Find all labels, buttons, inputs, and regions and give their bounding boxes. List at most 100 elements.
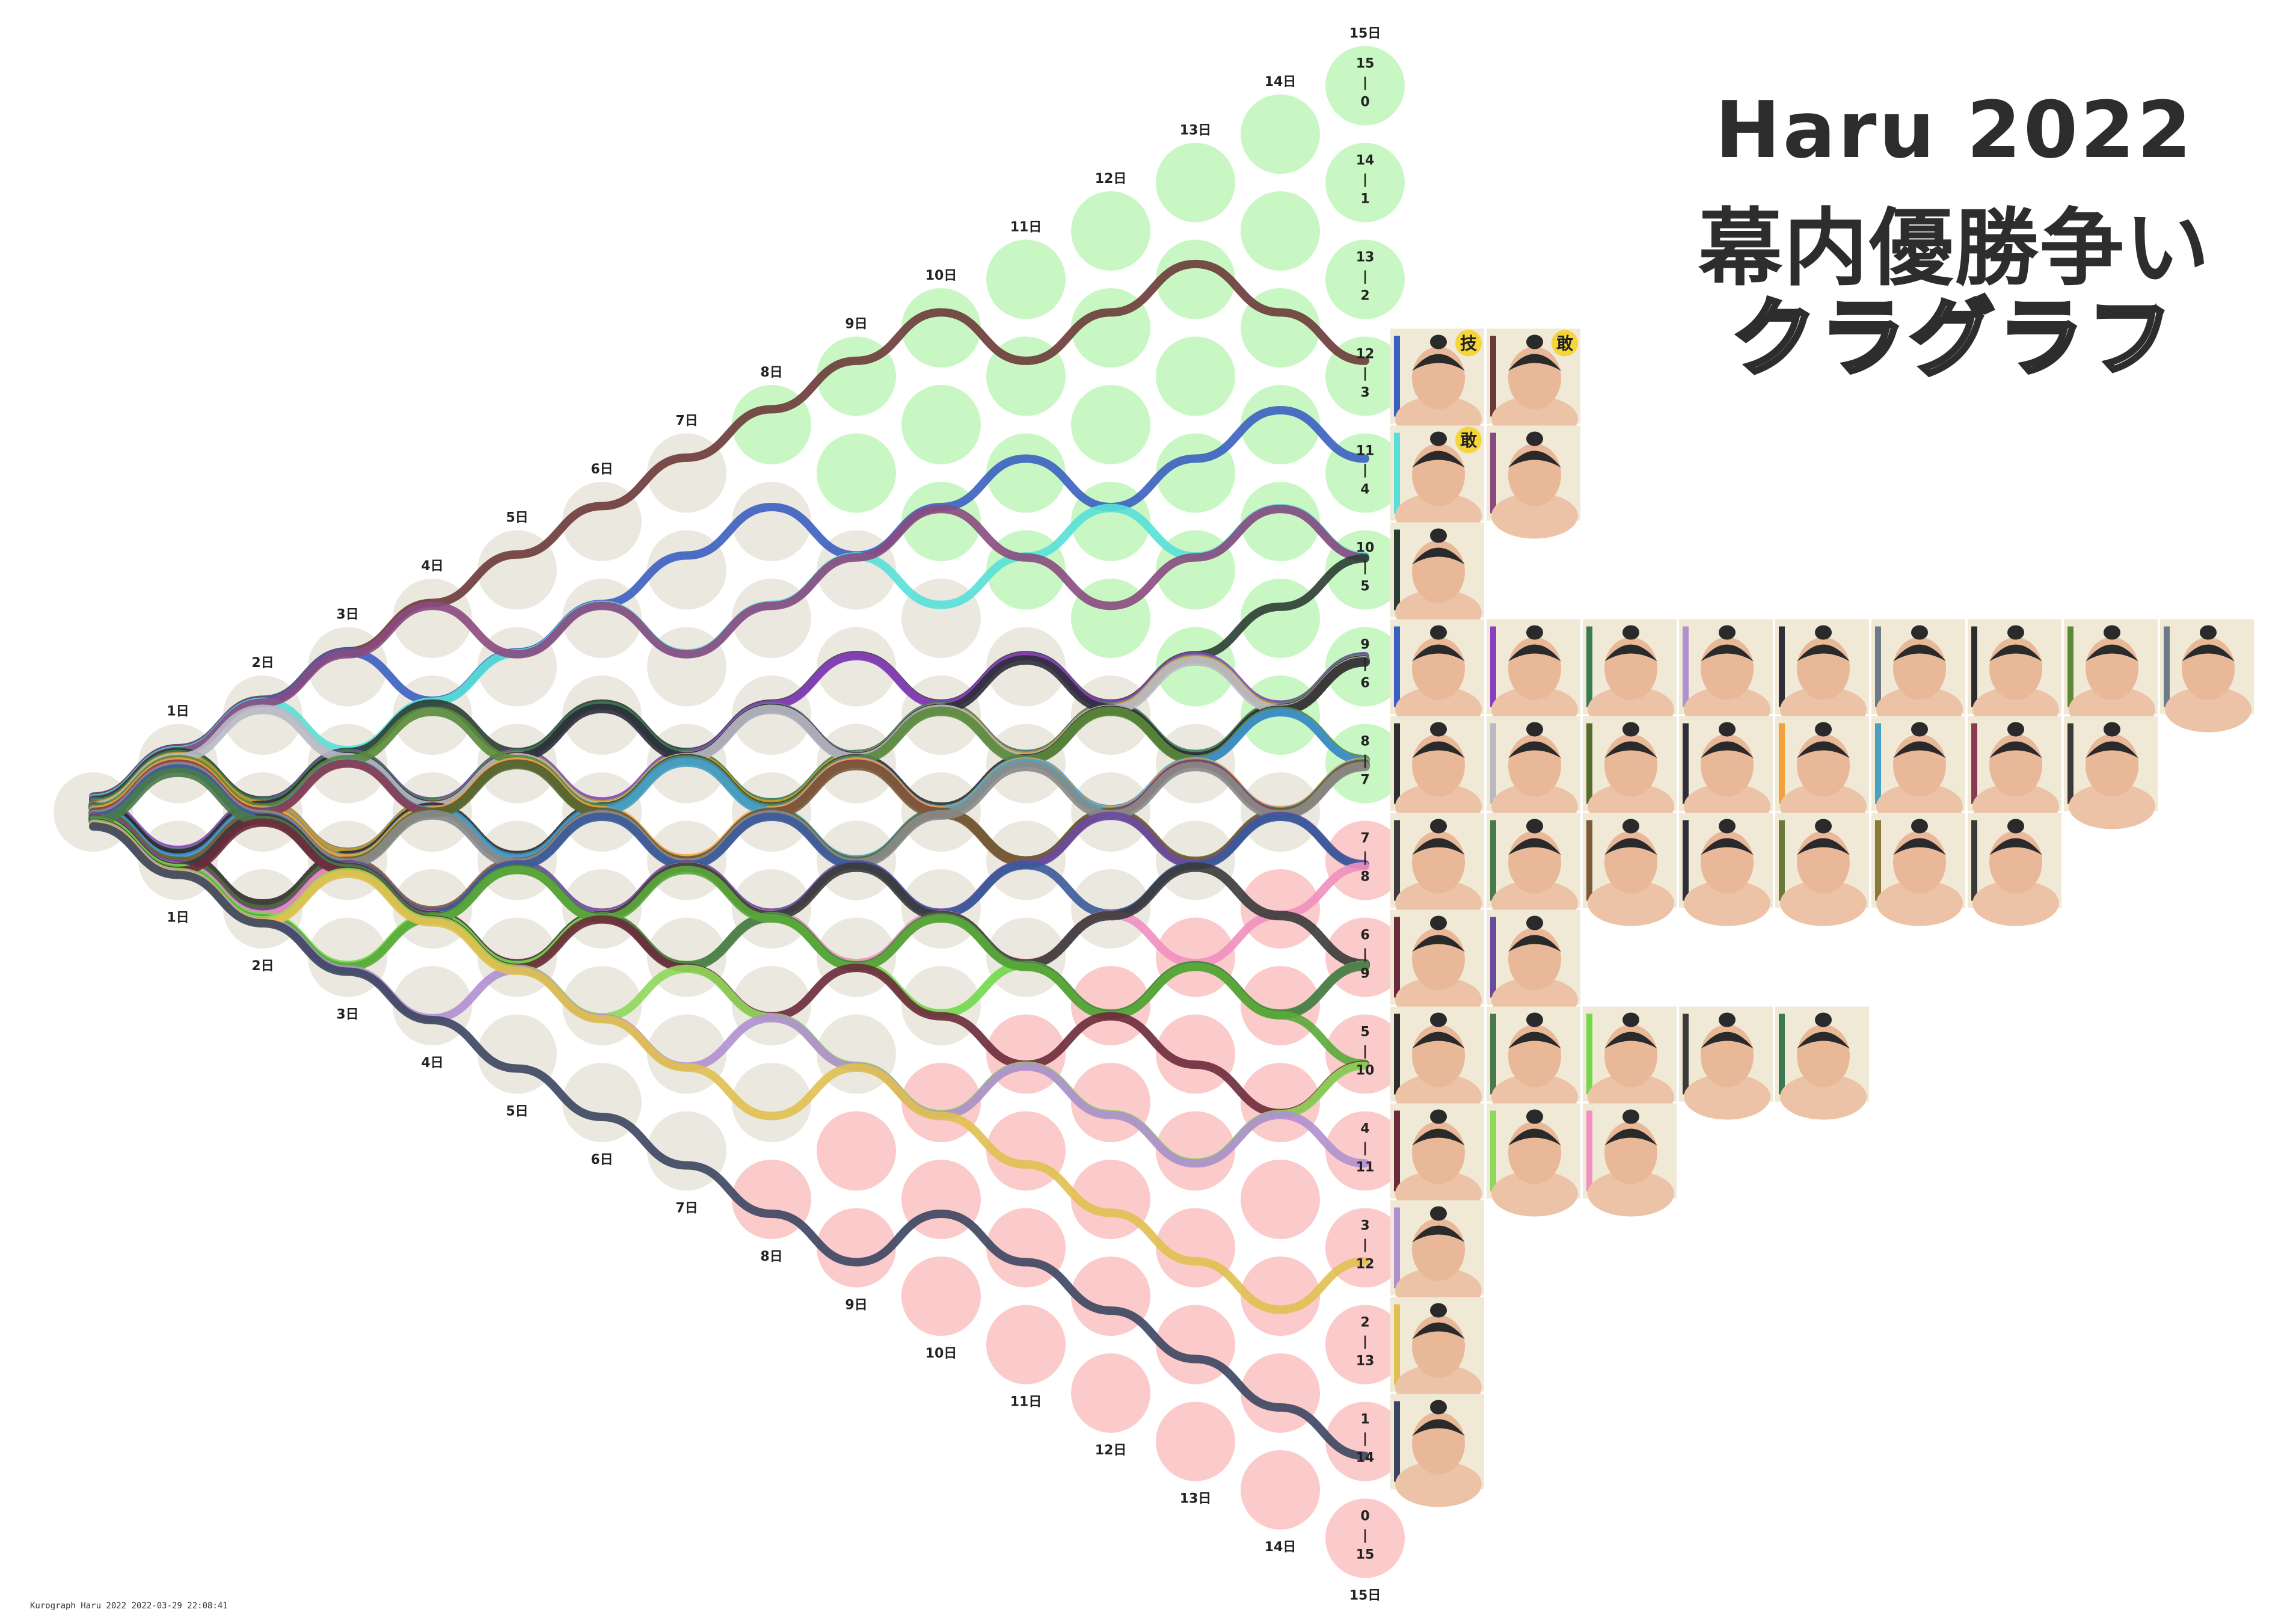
portrait-stripe bbox=[1394, 1013, 1400, 1095]
rikishi-portrait bbox=[1487, 716, 1580, 829]
portrait-stripe bbox=[1586, 820, 1592, 901]
rikishi-path bbox=[89, 821, 1369, 1314]
rikishi-portrait bbox=[1390, 1394, 1484, 1507]
rikishi-portrait bbox=[1583, 813, 1677, 926]
final-record-label: 9 bbox=[1360, 638, 1369, 653]
portrait-hair bbox=[1412, 644, 1465, 662]
final-record-label: 10 bbox=[1356, 1063, 1375, 1078]
rikishi-portrait bbox=[1679, 619, 1773, 733]
day-labels: 1日 1日 2日 2日 3日 3日 4日 4日 5日 5日 6日 6日 7日 7日 8日 8日 9日 9日 10日 1… bbox=[167, 26, 1381, 1604]
final-record-label: | bbox=[1363, 947, 1367, 962]
record-circle bbox=[1156, 1401, 1235, 1481]
rikishi-portrait bbox=[1487, 1006, 1580, 1120]
record-circle bbox=[986, 1305, 1066, 1385]
portrait-hair bbox=[1508, 1128, 1561, 1146]
portrait-shoulders bbox=[1972, 880, 2059, 926]
portrait-stripe bbox=[1394, 626, 1400, 707]
title-line-3: クラグラフ bbox=[1730, 288, 2177, 390]
record-circle bbox=[817, 917, 896, 997]
final-record-label: 14 bbox=[1356, 153, 1375, 168]
rikishi-portrait bbox=[1390, 1297, 1484, 1410]
final-record-label: 13 bbox=[1356, 1354, 1375, 1369]
rikishi-portrait bbox=[1487, 813, 1580, 926]
portrait-topknot bbox=[1430, 1012, 1447, 1027]
portrait-hair bbox=[1604, 1128, 1657, 1146]
portrait-hair bbox=[1989, 644, 2042, 662]
record-circle bbox=[1241, 869, 1320, 949]
final-record-label: 6 bbox=[1360, 676, 1369, 691]
final-record-label: 12 bbox=[1356, 347, 1375, 362]
day-label-top: 13日 bbox=[1180, 123, 1212, 138]
title-line-2: 幕内優勝争い bbox=[1698, 200, 2211, 298]
rikishi-portrait bbox=[1390, 909, 1484, 1023]
portrait-shoulders bbox=[1588, 1170, 1674, 1217]
record-circle bbox=[986, 433, 1066, 513]
record-circle bbox=[986, 917, 1066, 997]
final-record-label: 8 bbox=[1360, 870, 1369, 885]
rikishi-portrait bbox=[1679, 1006, 1773, 1120]
portrait-hair bbox=[1508, 644, 1561, 662]
rikishi-portrait bbox=[1583, 619, 1677, 733]
final-record-label: 3 bbox=[1360, 1219, 1369, 1234]
final-record-label: 11 bbox=[1356, 1160, 1375, 1175]
record-circle bbox=[1241, 966, 1320, 1045]
portrait-topknot bbox=[1719, 819, 1736, 834]
day-label-top: 8日 bbox=[760, 365, 782, 380]
portrait-hair bbox=[1989, 838, 2042, 855]
portrait-hair bbox=[1893, 644, 1946, 662]
portrait-grid: 技敢敢 bbox=[1390, 328, 2254, 1507]
portrait-stripe bbox=[1490, 432, 1496, 514]
final-record-label: | bbox=[1363, 1432, 1367, 1447]
portrait-hair bbox=[1701, 741, 1754, 758]
portrait-stripe bbox=[2164, 626, 2170, 707]
day-label-bottom: 12日 bbox=[1095, 1443, 1127, 1458]
portrait-stripe bbox=[1490, 1013, 1496, 1095]
final-record-label: | bbox=[1363, 754, 1367, 769]
record-circle bbox=[1241, 1450, 1320, 1530]
portrait-hair bbox=[1508, 354, 1561, 371]
portrait-topknot bbox=[1430, 722, 1447, 737]
final-record-label: 5 bbox=[1360, 1025, 1369, 1040]
portrait-stripe bbox=[1971, 626, 1977, 707]
final-record-label: | bbox=[1363, 1141, 1367, 1156]
portrait-hair bbox=[1604, 1032, 1657, 1049]
rikishi-portrait bbox=[1487, 1103, 1580, 1217]
portrait-stripe bbox=[1586, 1110, 1592, 1192]
day-label-top: 11日 bbox=[1010, 220, 1042, 235]
rikishi-portrait bbox=[1583, 1103, 1677, 1217]
rikishi-portrait bbox=[1775, 813, 1869, 926]
rikishi-path bbox=[88, 656, 1370, 811]
portrait-topknot bbox=[1622, 722, 1639, 737]
portrait-hair bbox=[1797, 644, 1850, 662]
portrait-topknot bbox=[2007, 625, 2024, 640]
sansho-badge-icon bbox=[1455, 426, 1482, 454]
day-label-top: 15日 bbox=[1349, 26, 1381, 42]
footer-timestamp: Kurograph Haru 2022 2022-03-29 22:08:41 bbox=[30, 1601, 228, 1611]
day-label-top: 4日 bbox=[421, 559, 443, 574]
rikishi-portrait bbox=[1775, 716, 1869, 829]
portrait-hair bbox=[1412, 547, 1465, 565]
portrait-topknot bbox=[1622, 625, 1639, 640]
portrait-hair bbox=[1893, 838, 1946, 855]
portrait-shoulders bbox=[1491, 493, 1578, 539]
portrait-topknot bbox=[2104, 722, 2120, 737]
rikishi-portrait: 技 bbox=[1390, 328, 1484, 442]
portrait-topknot bbox=[1911, 722, 1928, 737]
final-record-label: | bbox=[1363, 560, 1367, 575]
record-circle bbox=[1241, 385, 1320, 464]
portrait-shoulders bbox=[1491, 1170, 1578, 1217]
portrait-topknot bbox=[1430, 1206, 1447, 1221]
day-label-top: 1日 bbox=[167, 704, 189, 719]
portrait-topknot bbox=[1719, 722, 1736, 737]
portrait-stripe bbox=[1394, 723, 1400, 804]
rikishi-portrait bbox=[1390, 619, 1484, 733]
rikishi-portrait bbox=[1968, 716, 2061, 829]
final-record-label: 14 bbox=[1356, 1451, 1375, 1466]
final-record-label: 4 bbox=[1360, 482, 1369, 497]
portrait-hair bbox=[1508, 1032, 1561, 1049]
portrait-topknot bbox=[2007, 819, 2024, 834]
portrait-topknot bbox=[1430, 1400, 1447, 1415]
portrait-hair bbox=[1797, 838, 1850, 855]
record-circle bbox=[1071, 869, 1150, 949]
rikishi-path bbox=[89, 505, 1369, 804]
